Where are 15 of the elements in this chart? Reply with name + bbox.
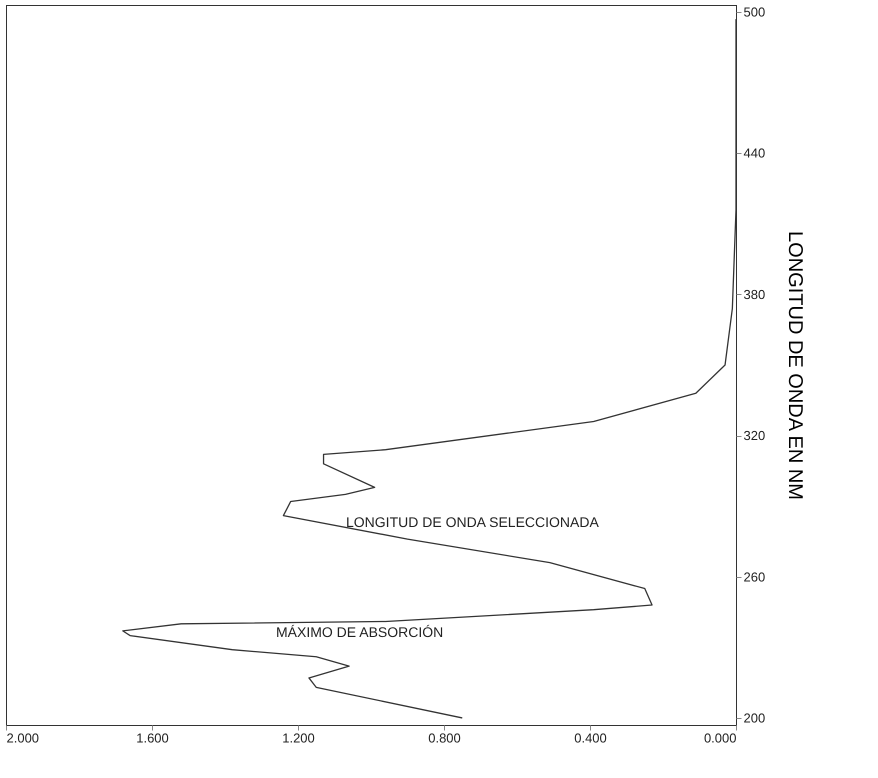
y-tick-label: 200 — [744, 710, 766, 726]
y-tick-label: 500 — [744, 4, 766, 20]
annotation: MÁXIMO DE ABSORCIÓN — [276, 624, 444, 640]
x-tick-label: 1.600 — [136, 730, 169, 746]
y-tick-label: 260 — [744, 569, 766, 584]
x-tick-label: 0.400 — [574, 730, 607, 746]
x-tick-label: 0.800 — [428, 730, 461, 746]
y-tick-label: 380 — [744, 286, 766, 302]
x-tick-label: 1.200 — [282, 730, 315, 746]
y-tick-label: 320 — [744, 428, 766, 444]
annotation: LONGITUD DE ONDA SELECCIONADA — [346, 514, 600, 530]
y-tick-label: 440 — [744, 146, 766, 161]
x-tick-label: 2.000 — [6, 730, 40, 746]
y-axis-title: LONGITUD DE ONDA EN NM — [784, 231, 806, 500]
x-tick-label: 0.000 — [704, 730, 736, 746]
